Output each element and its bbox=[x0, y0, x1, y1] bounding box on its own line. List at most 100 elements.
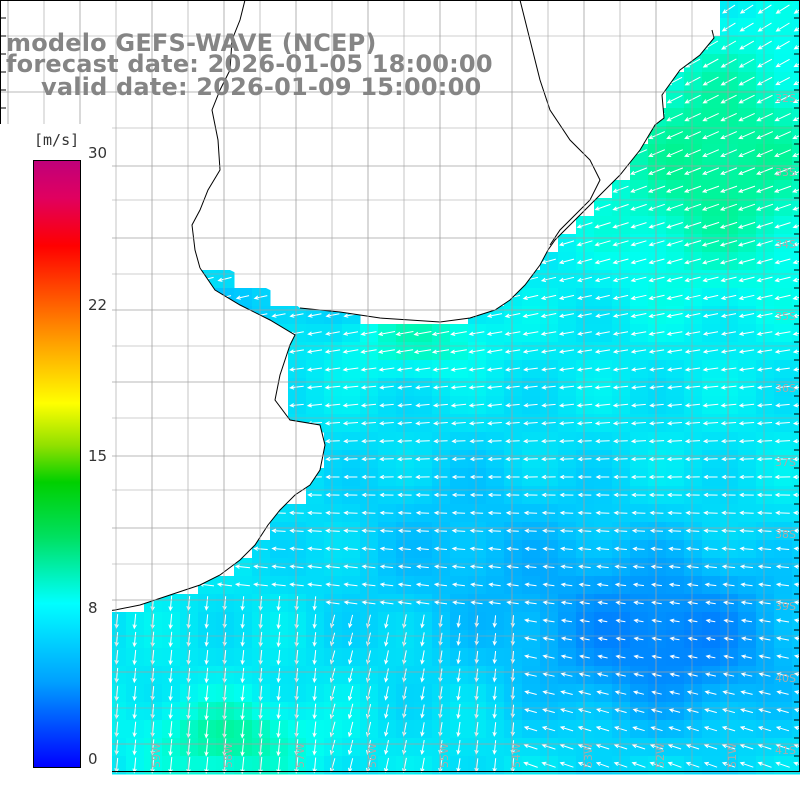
wind-arrow bbox=[775, 367, 790, 372]
wind-arrow bbox=[793, 726, 800, 731]
wind-arrow bbox=[578, 672, 591, 677]
wind-arrow bbox=[739, 564, 754, 569]
wind-arrow bbox=[560, 600, 573, 605]
wind-arrow bbox=[594, 349, 611, 354]
wind-arrow bbox=[307, 492, 322, 498]
wind-arrow bbox=[792, 492, 800, 498]
wind-arrow bbox=[793, 80, 800, 86]
wind-arrow bbox=[683, 221, 702, 229]
wind-arrow bbox=[792, 206, 800, 211]
wind-arrow bbox=[342, 331, 359, 336]
speed-cell bbox=[792, 720, 800, 739]
wind-arrow bbox=[667, 385, 682, 390]
wind-arrow bbox=[542, 546, 555, 552]
wind-arrow bbox=[168, 613, 173, 630]
wind-arrow bbox=[216, 582, 233, 587]
wind-arrow bbox=[276, 685, 281, 702]
wind-arrow bbox=[451, 582, 465, 587]
wind-arrow bbox=[633, 672, 644, 677]
wind-arrow bbox=[757, 761, 772, 768]
wind-arrow bbox=[492, 686, 497, 701]
wind-arrow bbox=[578, 564, 591, 569]
wind-arrow bbox=[468, 421, 484, 426]
wind-arrow bbox=[420, 704, 425, 719]
wind-arrow bbox=[669, 618, 680, 623]
wind-arrow bbox=[510, 650, 515, 665]
wind-arrow bbox=[558, 349, 575, 354]
wind-arrow bbox=[684, 385, 701, 390]
wind-arrow bbox=[559, 438, 574, 444]
wind-arrow bbox=[612, 222, 629, 229]
wind-arrow bbox=[577, 708, 592, 714]
speed-cell bbox=[792, 72, 800, 91]
wind-arrow bbox=[432, 367, 449, 372]
wind-arrow bbox=[307, 313, 322, 318]
wind-arrow bbox=[384, 704, 389, 719]
wind-arrow bbox=[541, 421, 556, 426]
wind-arrow bbox=[737, 203, 756, 211]
wind-arrow bbox=[595, 492, 610, 498]
wind-arrow bbox=[360, 385, 377, 390]
wind-arrow bbox=[450, 403, 467, 408]
wind-arrow bbox=[576, 385, 593, 390]
wind-arrow bbox=[456, 740, 461, 756]
wind-arrow bbox=[289, 385, 304, 390]
lon-label: 57W bbox=[294, 743, 307, 768]
wind-arrow bbox=[377, 331, 396, 336]
wind-arrow bbox=[240, 720, 245, 739]
wind-arrow bbox=[775, 546, 790, 551]
wind-arrow bbox=[433, 510, 448, 516]
lat-label: 35S bbox=[775, 310, 796, 323]
wind-arrow bbox=[756, 492, 773, 498]
wind-arrow bbox=[704, 690, 717, 695]
wind-arrow bbox=[579, 618, 590, 623]
wind-arrow bbox=[738, 149, 755, 157]
wind-arrow bbox=[240, 614, 245, 629]
wind-arrow bbox=[792, 116, 800, 121]
wind-arrow bbox=[415, 528, 429, 534]
wind-arrow bbox=[524, 600, 537, 605]
wind-arrow bbox=[450, 367, 467, 372]
wind-arrow bbox=[312, 685, 317, 702]
wind-arrow bbox=[740, 690, 753, 695]
wind-arrow bbox=[792, 152, 800, 157]
wind-arrow bbox=[542, 690, 555, 695]
wind-arrow bbox=[312, 668, 317, 684]
wind-arrow bbox=[492, 650, 497, 665]
wind-arrow bbox=[289, 564, 304, 569]
wind-arrow bbox=[649, 761, 664, 768]
wind-arrow bbox=[740, 654, 753, 659]
speed-cell bbox=[792, 648, 800, 667]
wind-arrow bbox=[686, 690, 699, 695]
wind-arrow bbox=[721, 528, 736, 534]
wind-arrow bbox=[597, 654, 608, 659]
wind-arrow bbox=[379, 403, 394, 408]
wind-arrow bbox=[702, 167, 720, 175]
wind-arrow bbox=[793, 600, 800, 605]
wind-arrow bbox=[738, 131, 755, 140]
wind-arrow bbox=[523, 474, 538, 480]
wind-arrow bbox=[558, 258, 575, 265]
wind-arrow bbox=[541, 438, 556, 444]
colorbar-tick bbox=[82, 463, 112, 464]
wind-arrow bbox=[669, 600, 680, 606]
wind-arrow bbox=[325, 564, 340, 569]
wind-arrow bbox=[739, 22, 754, 32]
wind-arrow bbox=[595, 761, 610, 768]
wind-arrow bbox=[204, 738, 209, 757]
wind-arrow bbox=[397, 403, 412, 408]
wind-arrow bbox=[456, 703, 461, 720]
wind-arrow bbox=[630, 367, 646, 372]
wind-arrow bbox=[792, 367, 800, 372]
wind-arrow bbox=[775, 761, 790, 768]
wind-arrow bbox=[541, 726, 556, 732]
wind-arrow bbox=[204, 720, 209, 739]
wind-arrow bbox=[577, 313, 592, 318]
wind-arrow bbox=[613, 492, 628, 498]
wind-arrow bbox=[648, 313, 665, 318]
wind-arrow bbox=[757, 40, 772, 50]
wind-arrow bbox=[683, 185, 702, 193]
wind-arrow bbox=[431, 349, 450, 354]
colorbar-unit: [m/s] bbox=[34, 131, 80, 149]
wind-arrow bbox=[379, 456, 394, 462]
